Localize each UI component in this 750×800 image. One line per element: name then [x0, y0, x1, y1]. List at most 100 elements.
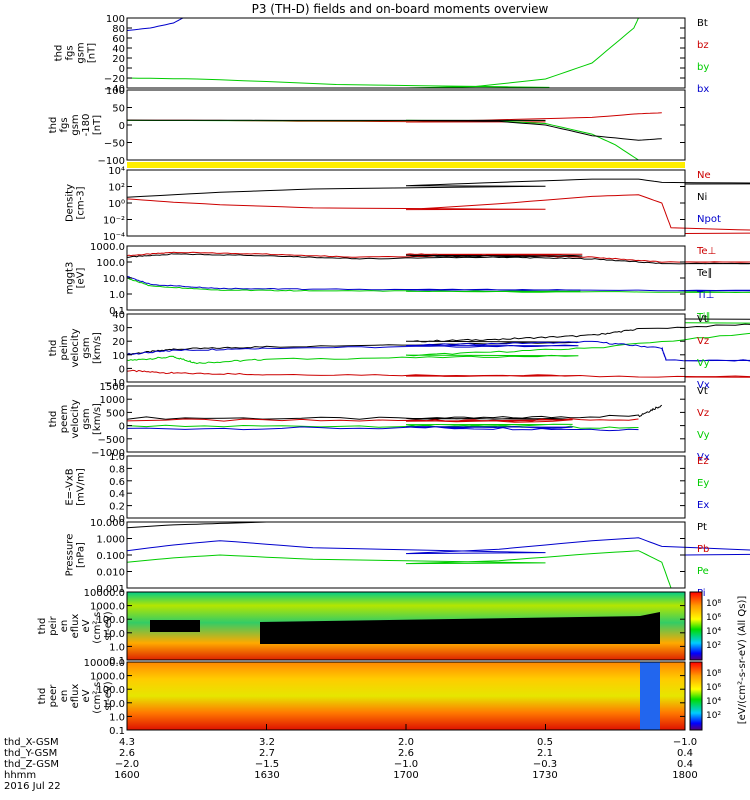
y-tick-label: 50 [112, 104, 125, 115]
axis-row-label: hhmm [4, 770, 36, 781]
series-line-Te∥ [126, 253, 750, 265]
y-tick-label: 100.0 [96, 615, 125, 626]
y-axis-label: [nT] [87, 43, 98, 63]
y-tick-label: 60 [112, 34, 125, 45]
y-axis-label: [mV/m] [76, 468, 87, 506]
y-tick-label: 0.1 [109, 656, 125, 667]
legend-entry: Vy [697, 430, 710, 441]
colorbar-tick-label: 10⁶ [706, 683, 721, 693]
y-axis-label: peim [59, 335, 70, 360]
y-axis-label: gsm [81, 337, 92, 358]
axis-row-value: 1600 [114, 770, 139, 781]
y-tick-label: 0 [119, 64, 125, 75]
colorbar-tick-label: 10⁶ [706, 613, 721, 623]
axis-row-label: thd_Y-GSM [4, 748, 57, 759]
y-tick-label: 10.0 [103, 629, 125, 640]
legend-entry: Ti∥ [696, 312, 711, 323]
y-tick-label: 0 [119, 121, 125, 132]
y-tick-label: 10.0 [103, 274, 125, 285]
axis-row-value: −1.0 [673, 737, 697, 748]
y-tick-label: 80 [112, 24, 125, 35]
y-tick-label: −50 [104, 139, 125, 150]
y-tick-label: 1.0 [109, 642, 125, 653]
series-line-Pt [126, 521, 267, 529]
y-axis-label: [cm-3] [76, 186, 87, 219]
series-line-Bt [126, 119, 662, 141]
legend-entry: Ez [697, 456, 709, 467]
legend-entry: Ni [697, 192, 707, 203]
y-tick-label: 0.100 [96, 551, 125, 562]
y-tick-label: 10² [108, 183, 125, 194]
panel-frame [126, 521, 686, 589]
colorbar-tick-label: 10⁴ [706, 697, 721, 707]
y-tick-label: 0.2 [109, 502, 125, 513]
y-axis-label: [eV] [76, 268, 87, 289]
series-line-Ni [126, 178, 750, 198]
y-tick-label: 100.0 [96, 685, 125, 696]
y-tick-label: 1000.0 [90, 242, 125, 253]
legend-entry: Vt [697, 386, 708, 397]
series-line-by [126, 119, 639, 161]
y-axis-label: eV [81, 689, 92, 702]
y-tick-label: 0.8 [109, 464, 125, 475]
y-axis-label: (cm²-s- [92, 608, 103, 644]
colorbar-tick-label: 10² [706, 641, 721, 651]
legend-entry: bx [697, 84, 709, 95]
axis-row-value: 2.0 [398, 737, 414, 748]
y-axis-label: velocity [70, 399, 81, 438]
y-axis-label: [km/s] [92, 403, 103, 435]
y-axis-label: peir [48, 615, 59, 635]
y-tick-label: 0.010 [96, 568, 125, 579]
panel-frame [126, 455, 686, 519]
legend-entry: Ti⊥ [696, 290, 714, 301]
y-tick-label: 10⁻⁴ [103, 232, 125, 243]
y-axis-label: fgs [65, 45, 76, 60]
y-tick-label: 1.0 [109, 452, 125, 463]
y-axis-label: thd [48, 340, 59, 357]
y-axis-label: -180 [81, 114, 92, 137]
panel-frame [126, 385, 686, 453]
legend-entry: Bt [697, 18, 708, 29]
axis-row-value: 2.6 [398, 748, 414, 759]
legend-entry: Pt [697, 522, 707, 533]
axis-row-value: 4.3 [119, 737, 135, 748]
axis-row-value: 0.5 [537, 737, 553, 748]
colorbar [689, 591, 703, 661]
y-tick-label: −40 [104, 84, 125, 95]
spectrogram-gap [260, 612, 660, 644]
colorbar-tick-label: 10² [706, 711, 721, 721]
axis-row-label: thd_Z-GSM [4, 759, 59, 770]
axis-row-value: 1730 [532, 770, 557, 781]
y-axis-label: gsm [81, 408, 92, 429]
spectrogram-field [127, 662, 685, 730]
axis-date: 2016 Jul 22 [4, 781, 61, 792]
y-tick-label: 1.000 [96, 535, 125, 546]
y-tick-label: 1000.0 [90, 672, 125, 683]
axis-row-value: 2.6 [119, 748, 135, 759]
y-axis-label: [nPa] [76, 542, 87, 568]
y-axis-label: thd [48, 117, 59, 134]
panel-frame [126, 89, 686, 161]
y-tick-label: 1500 [100, 382, 125, 393]
series-line-Vz [126, 418, 639, 423]
legend-entry: by [697, 62, 709, 73]
series-line-Vx [126, 340, 750, 362]
y-axis-label: gsm [76, 42, 87, 63]
y-tick-label: 1000.0 [90, 602, 125, 613]
colorbar-label: [eV/(cm²-s-sr-eV) (All Qs)] [737, 596, 748, 725]
series-line-Vt [126, 404, 663, 420]
axis-row-value: 3.2 [259, 737, 275, 748]
axis-row-value: −0.3 [533, 759, 557, 770]
y-axis-label: eflux [70, 614, 81, 639]
y-tick-label: 40 [112, 310, 125, 321]
series-line-Vx [126, 426, 639, 432]
panel-frame [126, 169, 686, 237]
y-axis-label: thd [54, 45, 65, 62]
y-axis-label: mggt3 [65, 262, 76, 295]
y-tick-label: 0.1 [109, 306, 125, 317]
series-line-Vy [126, 322, 750, 365]
y-tick-label: 0 [119, 364, 125, 375]
axis-row-value: 1700 [393, 770, 418, 781]
y-tick-label: 10.0 [103, 699, 125, 710]
